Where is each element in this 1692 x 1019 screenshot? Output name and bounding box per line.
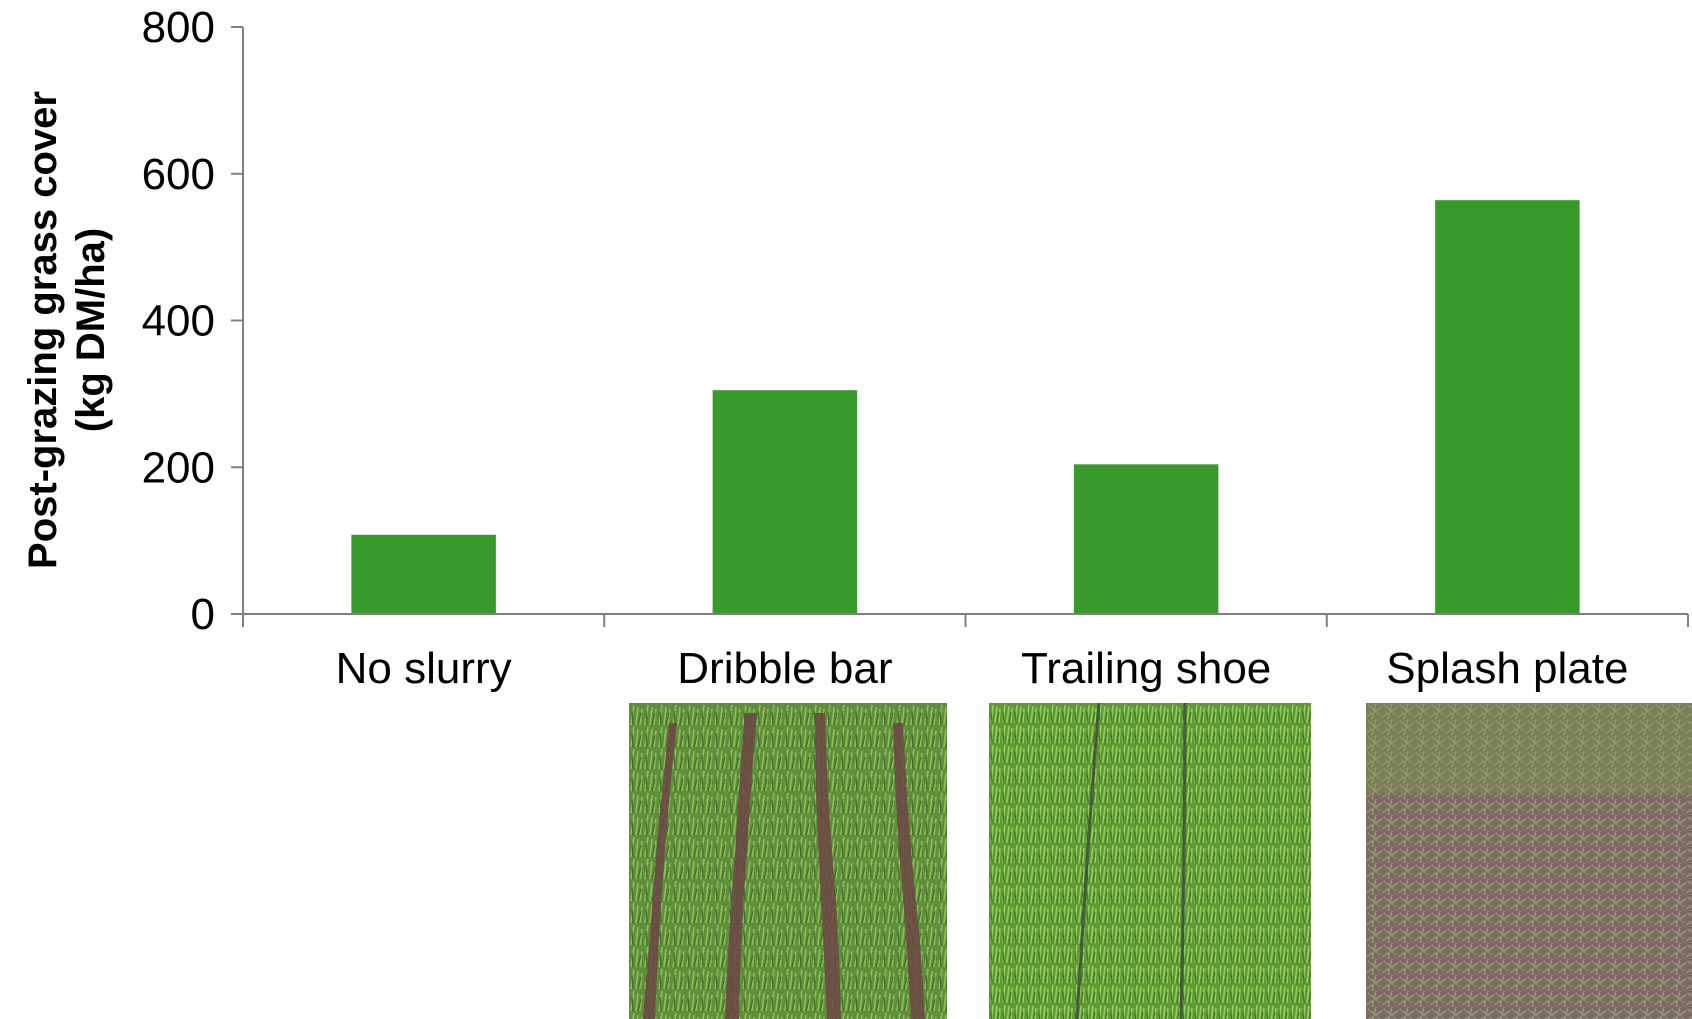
x-axis <box>242 613 1689 627</box>
y-axis-title-line-1: Post-grazing grass cover <box>21 91 65 569</box>
x-category-label: No slurry <box>336 644 512 693</box>
x-category-label: Dribble bar <box>677 644 892 693</box>
dribble-bar-image <box>629 703 947 1019</box>
bar-dribble-bar <box>712 390 858 614</box>
bars <box>351 200 1580 615</box>
splash-plate-image <box>1366 703 1692 1019</box>
y-axis: 0 200 400 600 800 <box>142 3 244 639</box>
y-axis-title-line-2: (kg DM/ha) <box>69 228 113 432</box>
y-tick-label: 600 <box>142 150 215 199</box>
y-axis-title: Post-grazing grass cover (kg DM/ha) <box>21 91 113 569</box>
photo-trailing-shoe <box>989 703 1311 1019</box>
y-tick-label: 800 <box>142 3 215 52</box>
y-tick-label: 200 <box>142 443 215 492</box>
x-category-label: Trailing shoe <box>1021 644 1271 693</box>
y-tick-label: 400 <box>142 297 215 346</box>
bar-no-slurry <box>351 534 496 614</box>
trailing-shoe-image <box>989 703 1311 1019</box>
x-category-label: Splash plate <box>1386 644 1628 693</box>
photo-splash-plate <box>1366 703 1692 1019</box>
photo-dribble-bar <box>629 703 947 1019</box>
bar-trailing-shoe <box>1073 464 1219 614</box>
bar-splash-plate <box>1435 200 1580 615</box>
category-labels: No slurry Dribble bar Trailing shoe Splash … <box>336 644 1629 693</box>
y-tick-label: 0 <box>191 590 215 639</box>
